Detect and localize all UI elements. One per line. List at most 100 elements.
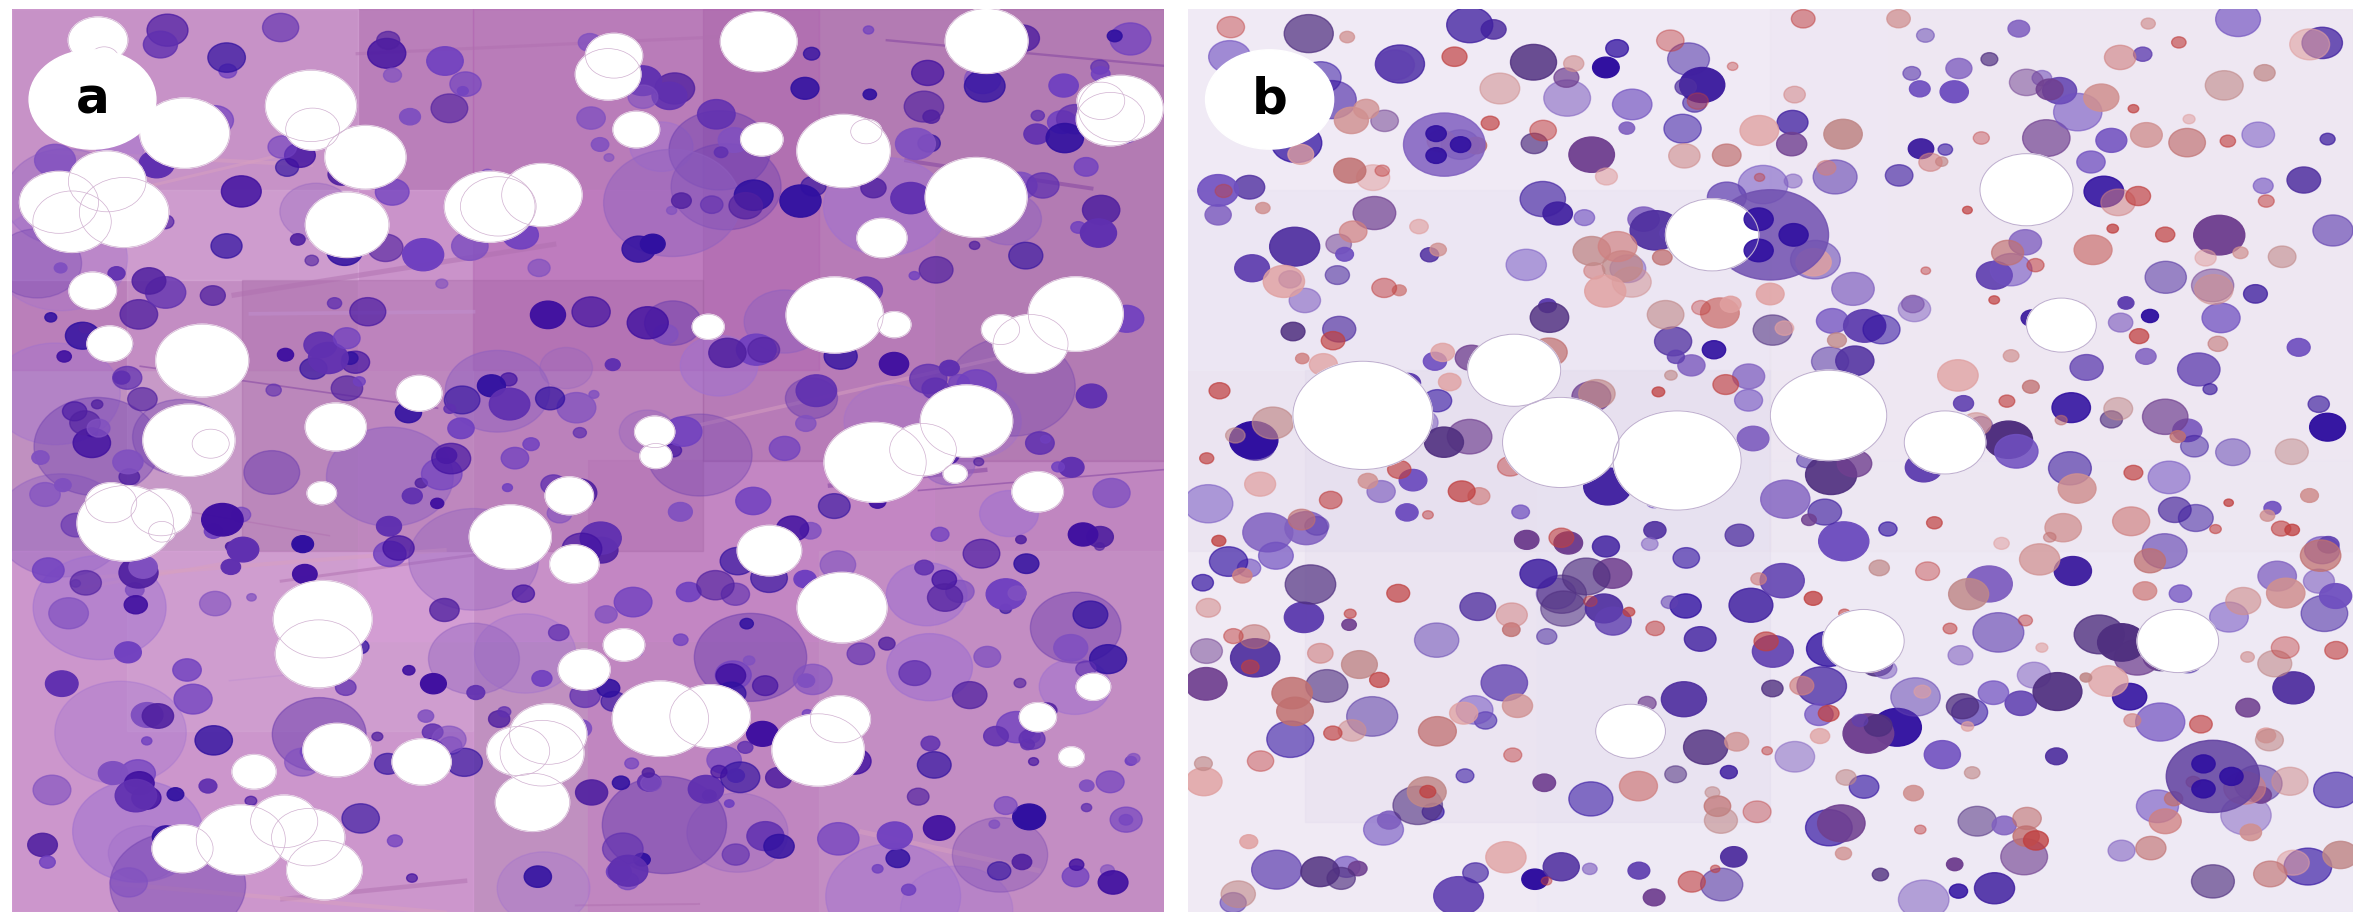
Circle shape [820, 494, 850, 519]
Circle shape [501, 373, 517, 386]
Circle shape [1951, 698, 1989, 726]
Circle shape [725, 799, 735, 808]
Circle shape [1623, 607, 1635, 616]
Circle shape [926, 157, 1027, 238]
Circle shape [1620, 772, 1658, 801]
Circle shape [886, 563, 966, 625]
Circle shape [2074, 235, 2112, 264]
Circle shape [1705, 796, 1731, 816]
Circle shape [458, 87, 468, 95]
Circle shape [470, 505, 550, 569]
Circle shape [1287, 509, 1316, 530]
Circle shape [2095, 128, 2126, 152]
Circle shape [1403, 113, 1486, 176]
Circle shape [909, 365, 947, 393]
Circle shape [1795, 249, 1831, 276]
Circle shape [1512, 44, 1557, 80]
Circle shape [765, 767, 791, 787]
Circle shape [222, 176, 262, 207]
Circle shape [2027, 298, 2097, 352]
Circle shape [1245, 472, 1275, 496]
Circle shape [1042, 436, 1051, 443]
Circle shape [1072, 601, 1108, 628]
Circle shape [2171, 431, 2185, 442]
Circle shape [1037, 703, 1056, 718]
Circle shape [924, 111, 940, 123]
Circle shape [501, 720, 583, 786]
Circle shape [439, 737, 463, 754]
Circle shape [168, 787, 184, 800]
Circle shape [1797, 667, 1847, 705]
Circle shape [2256, 729, 2275, 742]
Circle shape [1368, 481, 1396, 503]
Circle shape [2034, 672, 2081, 710]
Circle shape [1842, 714, 1894, 753]
Circle shape [2043, 77, 2076, 104]
Circle shape [35, 83, 59, 101]
Circle shape [80, 178, 168, 248]
Circle shape [1481, 665, 1528, 701]
Circle shape [1427, 126, 1446, 142]
Circle shape [1724, 524, 1753, 546]
Circle shape [2126, 186, 2149, 205]
Circle shape [1668, 350, 1684, 364]
Circle shape [798, 674, 815, 687]
Circle shape [1984, 421, 2034, 459]
Circle shape [952, 818, 1049, 892]
Circle shape [531, 670, 553, 686]
Circle shape [850, 432, 869, 447]
Circle shape [848, 643, 874, 665]
Circle shape [73, 428, 111, 458]
Circle shape [1521, 181, 1566, 216]
Circle shape [1082, 803, 1091, 811]
Circle shape [118, 557, 158, 588]
Circle shape [2036, 79, 2062, 99]
Circle shape [1568, 782, 1613, 816]
Circle shape [71, 579, 80, 588]
Bar [243, 280, 704, 551]
Circle shape [2171, 37, 2187, 48]
Circle shape [1457, 695, 1493, 724]
Circle shape [1906, 453, 1942, 482]
Circle shape [1710, 865, 1720, 872]
Circle shape [1679, 871, 1705, 892]
Circle shape [97, 131, 144, 168]
Circle shape [109, 825, 180, 880]
Circle shape [1873, 660, 1897, 679]
Circle shape [673, 634, 687, 646]
Circle shape [1823, 120, 1861, 149]
Circle shape [612, 776, 631, 789]
Circle shape [968, 241, 980, 250]
Circle shape [848, 277, 883, 303]
Circle shape [333, 328, 359, 349]
Circle shape [952, 682, 987, 708]
Circle shape [1934, 157, 1949, 167]
Circle shape [413, 739, 444, 764]
Circle shape [1783, 174, 1802, 188]
Circle shape [1819, 522, 1868, 561]
Circle shape [1918, 153, 1942, 171]
Circle shape [2107, 840, 2135, 861]
Circle shape [1724, 732, 1748, 751]
Circle shape [2168, 585, 2192, 602]
Circle shape [1375, 45, 1424, 83]
Circle shape [1424, 427, 1464, 458]
Circle shape [1892, 678, 1939, 717]
Circle shape [1538, 298, 1557, 312]
Circle shape [0, 343, 120, 445]
Bar [1772, 9, 2353, 551]
Circle shape [279, 819, 288, 827]
Circle shape [1549, 528, 1573, 547]
Circle shape [664, 417, 702, 447]
Circle shape [919, 134, 940, 152]
Circle shape [1762, 747, 1772, 755]
Circle shape [1776, 111, 1807, 134]
Circle shape [1325, 234, 1351, 254]
Circle shape [666, 444, 683, 457]
Circle shape [787, 378, 839, 419]
Circle shape [1835, 847, 1852, 859]
Circle shape [2180, 436, 2208, 457]
Circle shape [2324, 641, 2348, 659]
Circle shape [876, 822, 912, 849]
Circle shape [2145, 262, 2187, 293]
